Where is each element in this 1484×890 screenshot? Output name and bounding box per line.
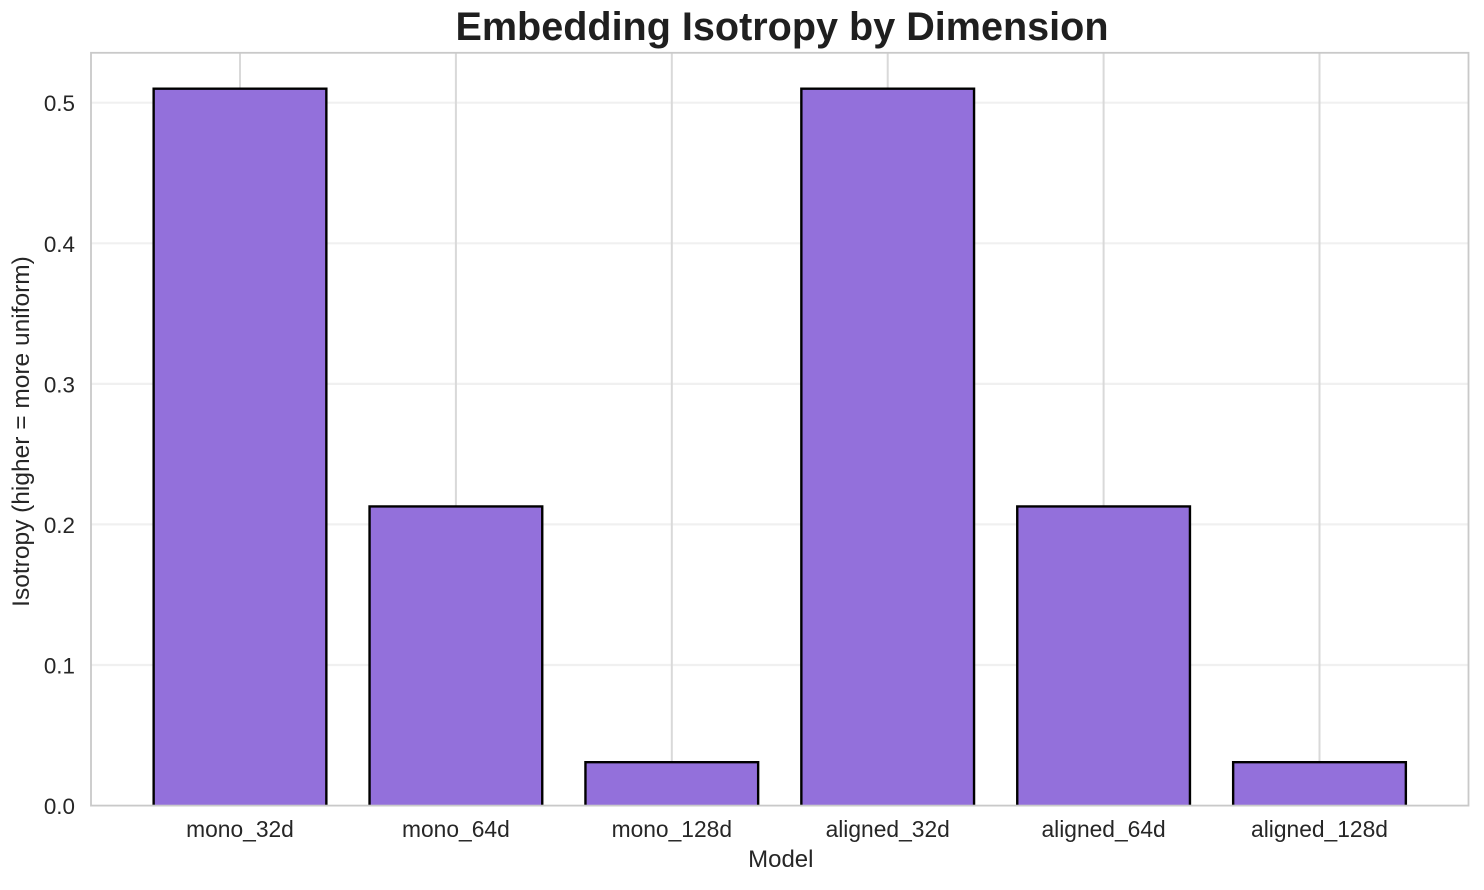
svg-text:0.4: 0.4 [44,232,75,257]
svg-text:0.2: 0.2 [44,513,75,538]
svg-text:mono_32d: mono_32d [186,816,294,842]
svg-text:aligned_32d: aligned_32d [826,816,950,842]
svg-text:0.1: 0.1 [44,654,75,679]
svg-text:Embedding Isotropy by Dimensio: Embedding Isotropy by Dimension [455,5,1108,49]
svg-text:0.0: 0.0 [44,794,75,819]
svg-text:aligned_64d: aligned_64d [1041,816,1165,842]
svg-text:Isotropy (higher = more unifor: Isotropy (higher = more uniform) [8,256,35,607]
svg-text:mono_128d: mono_128d [612,816,732,842]
svg-text:mono_64d: mono_64d [402,816,510,842]
svg-text:0.5: 0.5 [44,91,75,116]
svg-text:Model: Model [748,846,813,873]
svg-text:0.3: 0.3 [44,372,75,397]
svg-text:aligned_128d: aligned_128d [1251,816,1388,842]
